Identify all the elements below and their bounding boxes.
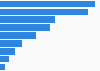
Bar — [0, 32, 36, 39]
Bar — [0, 56, 9, 62]
Bar — [0, 40, 22, 47]
Bar — [0, 16, 55, 23]
Bar — [0, 9, 88, 15]
Bar — [0, 48, 15, 55]
Bar — [0, 24, 50, 31]
Bar — [0, 64, 5, 70]
Bar — [0, 1, 95, 7]
